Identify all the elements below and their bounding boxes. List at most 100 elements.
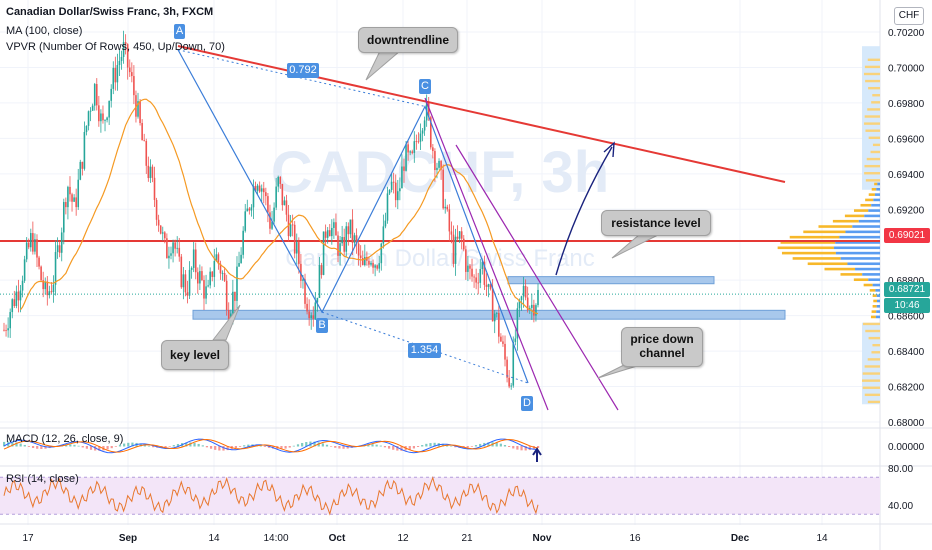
candle-body (444, 206, 447, 209)
macd-histogram-bar (367, 444, 370, 447)
candle-body (322, 231, 325, 275)
candle-body (285, 200, 288, 215)
ma-legend[interactable]: MA (100, close) (6, 25, 83, 37)
vpvr-bar-up (863, 283, 873, 287)
candle-body (434, 151, 436, 171)
rsi-legend[interactable]: RSI (14, close) (6, 473, 79, 485)
candle-body (413, 141, 416, 153)
candle-body (159, 225, 162, 234)
macd-histogram-bar (106, 446, 109, 450)
vpvr-bar-up (864, 172, 880, 175)
candle-body (98, 105, 100, 122)
macd-legend[interactable]: MACD (12, 26, close, 9) (6, 433, 124, 445)
candle-body (491, 288, 494, 322)
vpvr-bar-down (868, 209, 880, 212)
vpvr-bar-down (840, 257, 880, 260)
candle-body (50, 291, 53, 293)
candle-body (186, 292, 189, 296)
candle-body (135, 95, 137, 117)
macd-histogram-bar (114, 446, 117, 447)
candle-body (324, 231, 327, 238)
vpvr-bar-up (862, 386, 880, 389)
candle-body (364, 256, 366, 265)
candle-body (310, 315, 313, 319)
candle-body (17, 291, 20, 301)
vpvr-bar-up (840, 273, 863, 276)
candle-body (178, 247, 181, 257)
candle-body (339, 243, 341, 256)
vpvr-bar-up (832, 219, 859, 223)
candle-body (514, 338, 517, 342)
macd-histogram-bar (27, 446, 31, 447)
candle-body (110, 88, 113, 101)
candle-body (46, 281, 49, 296)
currency-button[interactable]: CHF (894, 7, 924, 25)
macd-histogram-bar (110, 446, 113, 449)
macd-histogram-bar (280, 446, 283, 450)
chart-watermark: CADCHF, 3h Canadian Dollar/Swiss Franc (271, 140, 609, 272)
candle-body (467, 265, 469, 272)
ratio-ab-tag: 0.792 (287, 63, 319, 78)
volume-profile (777, 46, 880, 405)
macd-histogram-bar (433, 442, 436, 447)
candle-body (13, 299, 16, 307)
candle-body (106, 117, 108, 121)
macd-histogram-bar (36, 446, 39, 449)
chart-axes: 0.70200 0.70000 0.69800 0.69600 0.69400 0.692… (22, 28, 924, 544)
candle-body (234, 291, 236, 301)
candle-body (384, 220, 387, 227)
vpvr-bar-up (862, 372, 880, 375)
vpvr-bar-up (872, 344, 880, 347)
candle-body (343, 237, 345, 252)
candle-body (417, 141, 420, 143)
macd-histogram-bar (164, 446, 167, 448)
macd-histogram-bar (143, 444, 146, 447)
vpvr-bar-down (839, 235, 880, 239)
vpvr-bar-down (875, 315, 880, 319)
candle-body (262, 188, 265, 193)
time-tick-label: 14 (816, 533, 828, 544)
vpvr-bar-down (876, 188, 880, 191)
vpvr-legend[interactable]: VPVR (Number Of Rows, 450, Up/Down, 70) (6, 41, 225, 53)
candle-body (460, 231, 463, 239)
candle-body (341, 237, 343, 244)
time-tick-label: 17 (22, 533, 34, 544)
candle-body (124, 42, 127, 45)
candle-body (246, 208, 249, 212)
candle-body (256, 185, 259, 191)
candle-body (182, 274, 185, 288)
price-tick-label: 0.69400 (888, 170, 925, 181)
macd-histogram-bar (305, 442, 308, 447)
candle-body (506, 359, 508, 378)
vpvr-bar-up (865, 179, 880, 182)
macd-histogram-bar (520, 446, 523, 451)
candle-body (32, 233, 34, 252)
candle-body (9, 312, 11, 329)
macd-histogram-bar (234, 446, 238, 449)
candle-body (368, 260, 370, 265)
candle-body (15, 291, 18, 307)
candle-body (207, 285, 209, 287)
projection-arrow (555, 146, 613, 276)
vpvr-bar-down (835, 241, 880, 244)
candle-body (306, 303, 308, 312)
level-zones (0, 240, 880, 320)
candle-body (176, 247, 178, 249)
rsi-tick-label: 40.00 (888, 501, 913, 512)
candle-body (331, 227, 333, 237)
macd-histogram-bar (31, 446, 35, 449)
macd-histogram-bar (259, 445, 262, 447)
macd-histogram-bar (408, 446, 411, 450)
macd-histogram-bar (284, 446, 287, 449)
vpvr-bar-up (864, 393, 880, 397)
vpvr-bar-down (872, 283, 880, 287)
candle-body (351, 219, 354, 243)
macd-histogram-bar (218, 446, 221, 451)
macd-histogram-bar (226, 446, 229, 451)
candle-body (223, 273, 226, 281)
candle-body (500, 336, 502, 342)
candle-body (199, 271, 201, 284)
vpvr-bar-up (777, 246, 834, 250)
macd-histogram-bar (176, 443, 180, 447)
symbol-title[interactable]: Canadian Dollar/Swiss Franc, 3h, FXCM (6, 6, 214, 18)
